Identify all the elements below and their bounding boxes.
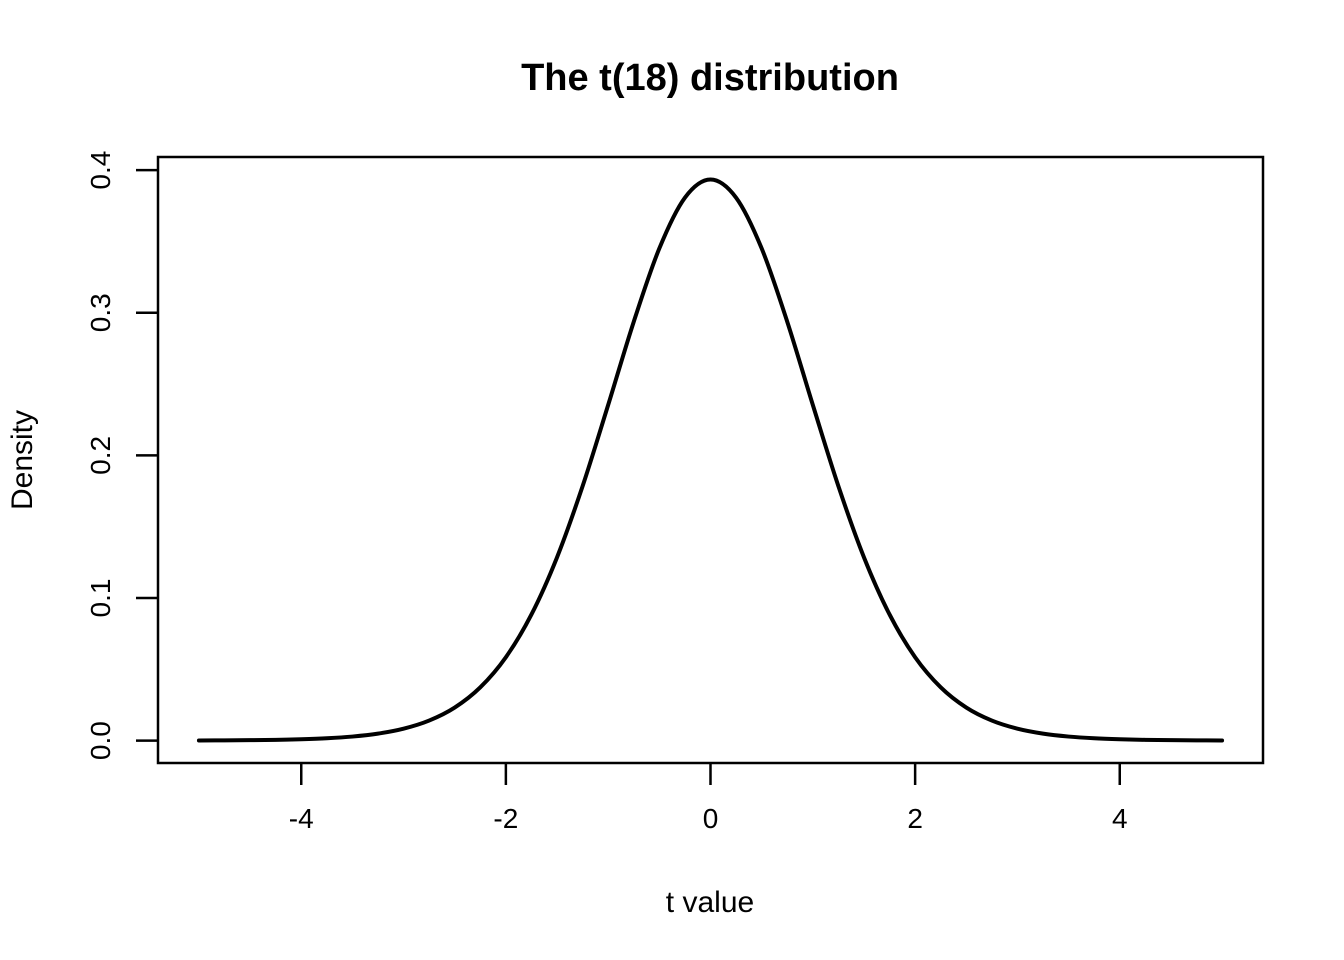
plot-box [156,155,1265,765]
y-tick-label: 0.3 [85,293,116,332]
y-tick-label: 0.1 [85,579,116,618]
x-axis-ticks: -4 -2 0 2 4 [289,763,1128,834]
density-curve [196,177,1225,743]
x-tick-label: 0 [703,803,719,834]
y-tick-label: 0.4 [85,151,116,190]
x-tick-label: -4 [289,803,314,834]
x-tick-label: -2 [493,803,518,834]
x-tick-label: 4 [1112,803,1128,834]
y-axis-label: Density [6,410,39,510]
y-tick-label: 0.2 [85,436,116,475]
y-axis-ticks: 0.0 0.1 0.2 0.3 0.4 [85,151,158,760]
chart-title: The t(18) distribution [521,57,899,99]
x-tick-label: 2 [907,803,923,834]
y-tick-label: 0.0 [85,721,116,760]
x-axis-label: t value [666,886,754,919]
